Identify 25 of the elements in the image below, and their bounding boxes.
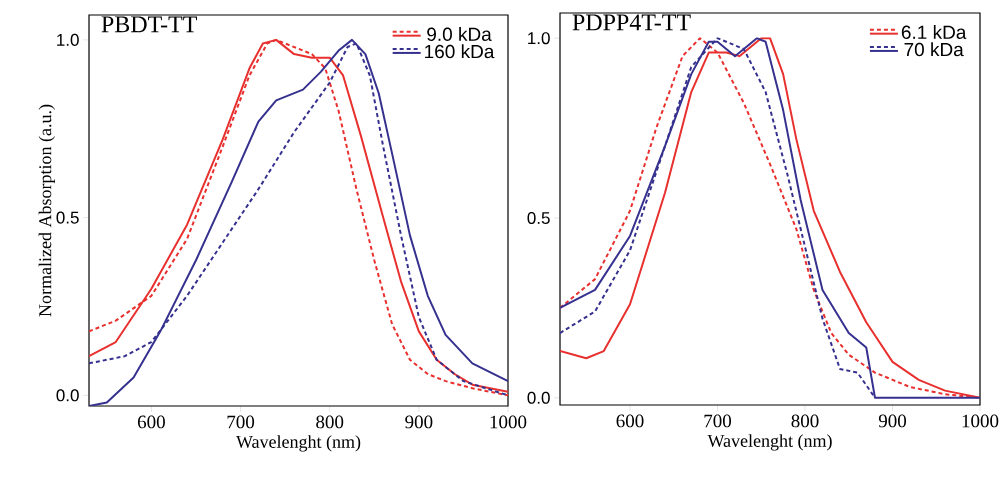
- y-tick-label: 0.5: [527, 211, 550, 225]
- legend-label: 9.0 kDa: [427, 27, 492, 41]
- x-tick-label: 900: [878, 414, 907, 428]
- x-tick-label: 800: [316, 415, 344, 429]
- y-tick-label: 0.0: [527, 391, 550, 404]
- legend-label: 160 kDa: [425, 44, 495, 59]
- y-tick-label: 1.0: [57, 33, 79, 46]
- legend-label: 70 kDa: [904, 42, 964, 57]
- x-tick-label: 900: [405, 415, 433, 429]
- x-tick-label: 1000: [962, 414, 999, 428]
- chart-title: PDPP4T-TT: [572, 14, 691, 31]
- y-tick-label: 1.0: [528, 32, 550, 45]
- x-axis-title: Wavelenght (nm): [236, 435, 361, 452]
- y-tick-label: 0.0: [56, 389, 79, 402]
- legend-label: 6.1 kDa: [901, 25, 967, 39]
- chart-title: PBDT-TT: [101, 16, 197, 33]
- y-axis-title: Normalized Absorption (a.u.): [38, 104, 55, 317]
- x-tick-label: 800: [791, 414, 819, 428]
- x-axis-title: Wavelenght (nm): [707, 434, 832, 451]
- x-tick-label: 700: [704, 414, 732, 428]
- x-tick-label: 600: [137, 415, 165, 429]
- y-tick-label: 0.5: [56, 211, 79, 224]
- x-tick-label: 700: [227, 415, 255, 429]
- x-tick-label: 1000: [490, 415, 527, 429]
- x-tick-label: 600: [616, 414, 644, 428]
